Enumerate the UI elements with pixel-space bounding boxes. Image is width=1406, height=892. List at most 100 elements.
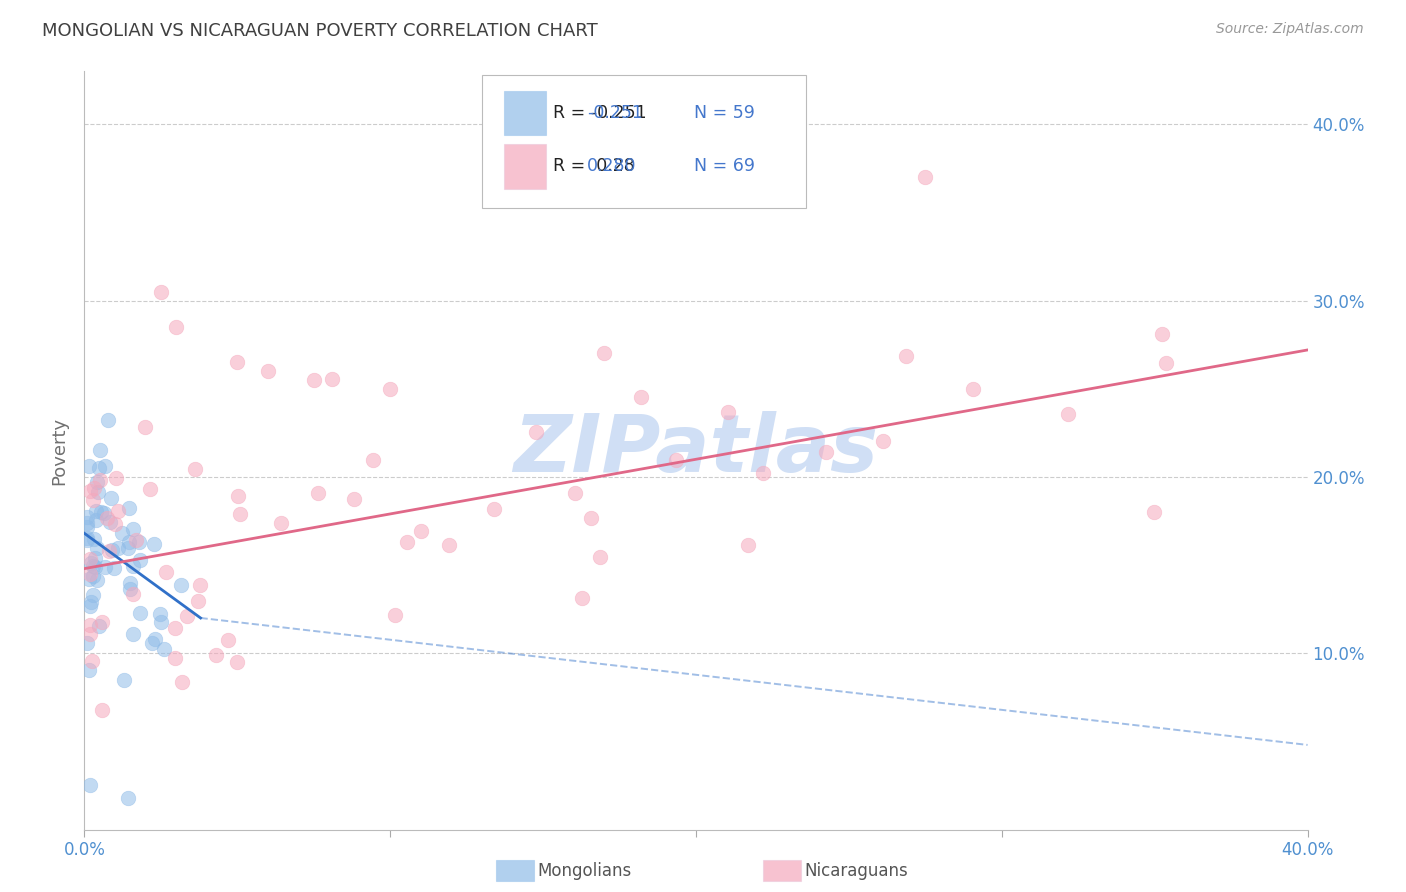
Point	[188, 578, 211, 592]
Point	[482, 502, 505, 516]
Point	[90, 615, 112, 630]
Point	[86, 574, 108, 588]
Text: R = -0.251: R = -0.251	[553, 104, 647, 122]
Text: N = 59: N = 59	[693, 104, 755, 122]
Point	[117, 790, 139, 805]
Point	[187, 594, 209, 608]
Point	[83, 482, 105, 496]
Point	[104, 516, 127, 531]
Point	[100, 491, 122, 505]
Point	[165, 651, 187, 665]
Point	[107, 504, 129, 518]
Point	[103, 560, 125, 574]
Point	[1154, 356, 1177, 370]
Point	[79, 595, 101, 609]
Text: N = 69: N = 69	[693, 157, 755, 175]
Point	[411, 524, 433, 538]
Point	[76, 533, 98, 548]
Point	[228, 489, 250, 503]
Point	[226, 355, 249, 369]
Point	[129, 553, 152, 567]
Point	[77, 458, 100, 473]
Point	[155, 566, 177, 580]
Point	[205, 648, 228, 662]
Point	[752, 466, 775, 480]
Point	[80, 557, 103, 571]
Point	[112, 673, 135, 688]
Point	[571, 591, 593, 606]
Point	[96, 510, 118, 524]
Point	[84, 503, 107, 517]
Point	[86, 475, 108, 489]
Point	[134, 419, 156, 434]
Point	[84, 559, 107, 574]
Point	[93, 506, 115, 520]
Point	[122, 558, 145, 573]
Point	[87, 619, 110, 633]
Point	[172, 674, 194, 689]
Point	[101, 543, 124, 558]
Point	[117, 501, 139, 516]
Point	[630, 391, 652, 405]
Point	[307, 486, 329, 500]
Point	[111, 525, 134, 540]
Point	[79, 552, 101, 566]
Point	[343, 492, 366, 507]
Point	[593, 346, 616, 360]
Point	[270, 516, 292, 530]
FancyBboxPatch shape	[503, 144, 546, 188]
Point	[76, 516, 98, 530]
Point	[149, 607, 172, 621]
Point	[107, 541, 129, 555]
Point	[82, 654, 104, 668]
Point	[91, 703, 114, 717]
Y-axis label: Poverty: Poverty	[51, 417, 69, 484]
Point	[125, 533, 148, 547]
Point	[82, 492, 104, 507]
Point	[564, 486, 586, 500]
Point	[149, 285, 172, 299]
Point	[118, 576, 141, 591]
Point	[97, 413, 120, 427]
Point	[76, 531, 98, 545]
Point	[143, 632, 166, 646]
Point	[226, 655, 249, 669]
Point	[321, 372, 343, 386]
Point	[79, 599, 101, 614]
FancyBboxPatch shape	[503, 91, 546, 136]
Point	[962, 382, 984, 396]
Point	[89, 473, 111, 487]
Point	[437, 538, 460, 552]
Point	[98, 543, 121, 558]
Point	[914, 170, 936, 185]
Point	[76, 520, 98, 534]
Point	[90, 505, 112, 519]
Point	[589, 549, 612, 564]
Point	[79, 618, 101, 632]
Point	[139, 482, 162, 496]
Point	[77, 572, 100, 586]
Point	[79, 779, 101, 793]
Point	[84, 512, 107, 526]
Point	[170, 578, 193, 592]
Text: ZIPatlas: ZIPatlas	[513, 411, 879, 490]
Point	[77, 663, 100, 677]
Point	[150, 615, 173, 630]
Text: Nicaraguans: Nicaraguans	[804, 862, 908, 880]
Text: MONGOLIAN VS NICARAGUAN POVERTY CORRELATION CHART: MONGOLIAN VS NICARAGUAN POVERTY CORRELAT…	[42, 22, 598, 40]
Text: Source: ZipAtlas.com: Source: ZipAtlas.com	[1216, 22, 1364, 37]
Point	[737, 538, 759, 552]
Point	[84, 551, 107, 566]
Point	[76, 509, 98, 524]
Point	[87, 461, 110, 475]
Text: 0.280: 0.280	[588, 157, 637, 175]
Point	[87, 484, 110, 499]
Point	[82, 569, 104, 583]
Point	[129, 606, 152, 620]
Point	[141, 636, 163, 650]
Point	[128, 535, 150, 549]
Point	[184, 461, 207, 475]
Point	[395, 535, 418, 549]
Point	[89, 443, 111, 458]
Point	[83, 532, 105, 546]
